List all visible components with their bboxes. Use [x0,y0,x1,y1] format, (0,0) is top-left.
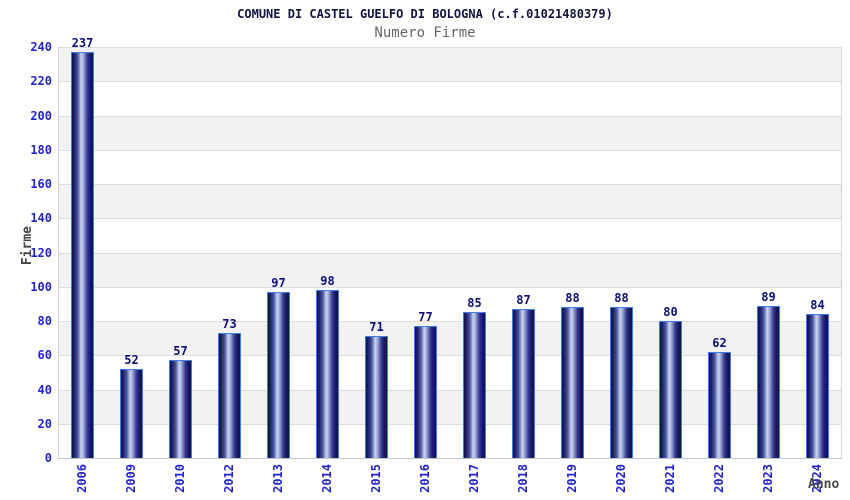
y-tick-label: 140 [30,211,52,226]
x-tick-label: 2017 [466,464,481,493]
y-tick-label: 60 [37,348,52,363]
y-tick-label: 220 [30,74,52,89]
bar-value-label: 97 [271,275,286,290]
bar-value-label: 73 [222,316,237,331]
bar-value-label: 237 [71,36,94,51]
bar [71,52,94,458]
y-tick-label: 20 [37,416,52,431]
bar [561,307,584,458]
y-tick-label: 120 [30,245,52,260]
x-tick-label: 2022 [711,464,726,493]
y-tick-label: 240 [30,40,52,54]
gridline [58,355,842,357]
bar [806,314,829,458]
plot-band [58,47,842,82]
bar [463,312,486,458]
gridline [58,252,842,254]
y-tick-label: 180 [30,142,52,157]
gridline [58,286,842,288]
bar-value-label: 87 [516,293,531,307]
bar [169,360,192,458]
chart-subtitle: Numero Firme [374,25,476,41]
gridline [58,423,842,425]
gridline [58,321,842,322]
x-tick-label: 2012 [221,464,236,493]
bar-value-label: 80 [663,305,678,319]
x-tick-label: 2014 [319,464,334,493]
x-axis-line [58,458,842,459]
bar [659,321,682,458]
bar-value-label: 52 [124,352,139,367]
x-tick-label: 2013 [270,464,285,493]
plot-band [58,184,842,219]
bar [267,291,290,458]
gridline [58,218,842,220]
x-tick-label: 2019 [564,464,579,493]
plot-band [58,252,842,287]
y-tick-label: 160 [30,177,52,191]
x-tick-label: 2006 [74,464,89,493]
gridline [58,115,842,117]
x-tick-label: 2018 [515,464,530,493]
x-tick-label: 2010 [172,464,187,493]
gridline [58,149,842,151]
y-tick-label: 200 [30,108,52,123]
plot-border-right [841,47,842,458]
bar [757,305,780,458]
y-tick-label: 0 [44,451,52,465]
plot-border-left [58,47,59,458]
bar [316,290,339,458]
bar [512,309,535,458]
gridline [58,47,842,48]
y-tick-label: 80 [37,314,52,328]
plot-band [58,115,842,150]
bar [365,336,388,458]
bar-value-label: 57 [173,344,188,359]
bar-value-label: 89 [761,289,776,304]
bar-value-label: 84 [810,298,825,313]
bar-value-label: 88 [614,291,629,306]
bar [708,351,731,458]
chart-title: COMUNE DI CASTEL GUELFO DI BOLOGNA (c.f.… [237,7,613,21]
bar-value-label: 98 [320,274,335,289]
x-tick-label: 2015 [368,464,383,493]
bar-value-label: 85 [467,296,482,311]
bar [218,332,241,458]
x-tick-label: 2016 [417,464,432,493]
y-tick-label: 100 [30,279,52,294]
y-axis-title: Firme [20,226,35,266]
bar-value-label: 62 [712,335,727,350]
bar [414,326,437,458]
bar-value-label: 88 [565,291,580,306]
x-axis-title: Anno [808,477,840,492]
plot-area [58,47,842,458]
x-tick-label: 2023 [760,464,775,493]
bar-value-label: 71 [369,320,384,335]
x-tick-label: 2009 [123,464,138,493]
bar [610,307,633,458]
x-tick-label: 2020 [613,464,628,493]
gridline [58,389,842,391]
bar-value-label: 77 [418,310,433,325]
y-tick-label: 40 [37,382,52,397]
x-tick-label: 2021 [662,464,677,493]
gridline [58,81,842,83]
gridline [58,184,842,185]
plot-band [58,321,842,356]
bar [120,368,143,458]
